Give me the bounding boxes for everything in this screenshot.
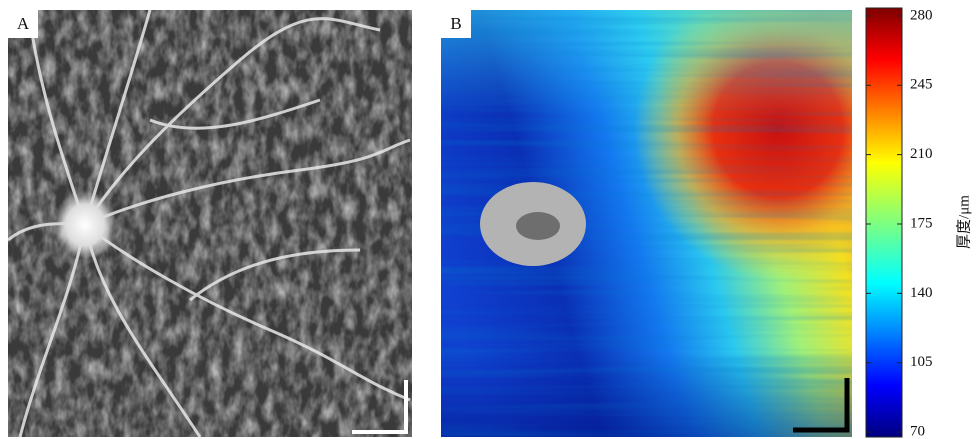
colorbar-tick-label: 175	[910, 215, 933, 231]
panel-a-image	[8, 10, 412, 437]
colorbar-label: 厚度/μm	[955, 195, 972, 249]
colorbar-tick-label: 245	[910, 77, 933, 93]
colorbar-tick-label: 70	[910, 423, 925, 439]
panel-label: A	[17, 14, 30, 33]
panel-label: B	[450, 14, 461, 33]
figure: A B 厚度/μm 70 105 140 175 210 245 280	[0, 0, 978, 439]
panel-b-heatmap	[441, 10, 852, 437]
colorbar-tick-label: 140	[910, 285, 933, 301]
colorbar	[866, 8, 902, 437]
colorbar-tick-label: 105	[910, 354, 933, 370]
colorbar-tick-label: 280	[910, 7, 933, 23]
colorbar-tick-label: 210	[910, 146, 933, 162]
